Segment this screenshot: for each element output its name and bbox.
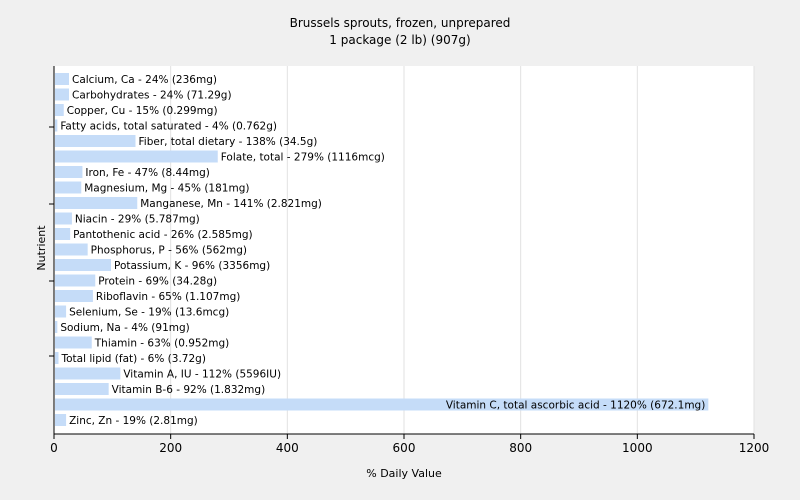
bar bbox=[55, 414, 67, 426]
bar-label: Niacin - 29% (5.787mg) bbox=[75, 214, 200, 226]
x-tick-label: 600 bbox=[393, 441, 416, 455]
bar bbox=[55, 212, 72, 225]
grid-lines bbox=[170, 66, 755, 434]
x-tick-label: 1000 bbox=[622, 441, 653, 455]
bar-label: Thiamin - 63% (0.952mg) bbox=[94, 338, 230, 350]
x-tick-label: 1200 bbox=[739, 441, 770, 455]
x-tick-label: 800 bbox=[509, 441, 532, 455]
bar-label: Phosphorus, P - 56% (562mg) bbox=[91, 245, 247, 257]
bar bbox=[55, 119, 58, 132]
bar bbox=[55, 88, 69, 101]
x-tick-label: 400 bbox=[276, 441, 299, 455]
bar bbox=[55, 305, 67, 318]
bar-label: Total lipid (fat) - 6% (3.72g) bbox=[61, 353, 206, 365]
bar-label: Fiber, total dietary - 138% (34.5g) bbox=[139, 136, 318, 148]
bar-label: Protein - 69% (34.28g) bbox=[98, 276, 217, 288]
bar-label: Vitamin A, IU - 112% (5596IU) bbox=[123, 369, 281, 381]
x-axis-ticks: 0 200 400 600 800 1000 1200 bbox=[50, 434, 769, 455]
bar bbox=[55, 274, 96, 287]
x-axis-label: % Daily Value bbox=[366, 467, 442, 480]
bar bbox=[55, 352, 59, 364]
bar-label: Vitamin B-6 - 92% (1.832mg) bbox=[112, 384, 266, 396]
bar-labels: Calcium, Ca - 24% (236mg) Carbohydrates -… bbox=[60, 74, 705, 427]
x-tick-label: 200 bbox=[159, 441, 182, 455]
bar bbox=[55, 150, 218, 163]
bar bbox=[55, 73, 69, 85]
bars bbox=[55, 73, 709, 426]
bar bbox=[55, 259, 111, 271]
bar bbox=[55, 166, 83, 178]
bar bbox=[55, 243, 88, 256]
bar bbox=[55, 321, 58, 333]
bar bbox=[55, 367, 121, 380]
bar bbox=[55, 336, 92, 349]
bar bbox=[55, 197, 138, 209]
bar-label: Carbohydrates - 24% (71.29g) bbox=[72, 90, 232, 102]
bar-label: Manganese, Mn - 141% (2.821mg) bbox=[140, 198, 322, 210]
bar-label: Zinc, Zn - 19% (2.81mg) bbox=[69, 415, 198, 427]
y-axis-label: Nutrient bbox=[35, 225, 48, 271]
bar-label: Magnesium, Mg - 45% (181mg) bbox=[84, 183, 249, 195]
bar-label: Folate, total - 279% (1116mcg) bbox=[221, 152, 385, 164]
bar bbox=[55, 135, 136, 147]
bar-label: Fatty acids, total saturated - 4% (0.762… bbox=[60, 121, 277, 133]
bar bbox=[55, 228, 71, 240]
bar-label: Riboflavin - 65% (1.107mg) bbox=[96, 291, 240, 303]
chart-subtitle: 1 package (2 lb) (907g) bbox=[329, 33, 470, 47]
chart-title: Brussels sprouts, frozen, unprepared bbox=[290, 16, 511, 30]
bar bbox=[55, 290, 93, 302]
bar-label: Copper, Cu - 15% (0.299mg) bbox=[67, 105, 218, 117]
bar bbox=[55, 104, 64, 116]
y-axis-ticks bbox=[49, 126, 54, 357]
bar bbox=[55, 398, 709, 411]
bar-label: Selenium, Se - 19% (13.6mcg) bbox=[69, 307, 229, 319]
bar bbox=[55, 383, 109, 395]
bar-label: Iron, Fe - 47% (8.44mg) bbox=[85, 167, 209, 179]
bar-label: Calcium, Ca - 24% (236mg) bbox=[72, 74, 217, 86]
bar-label: Vitamin C, total ascorbic acid - 1120% (… bbox=[446, 400, 705, 412]
bar-label: Sodium, Na - 4% (91mg) bbox=[60, 322, 189, 334]
x-tick-label: 0 bbox=[50, 441, 58, 455]
bar-label: Potassium, K - 96% (3356mg) bbox=[114, 260, 270, 272]
bar bbox=[55, 181, 82, 194]
bar-label: Pantothenic acid - 26% (2.585mg) bbox=[73, 229, 252, 241]
